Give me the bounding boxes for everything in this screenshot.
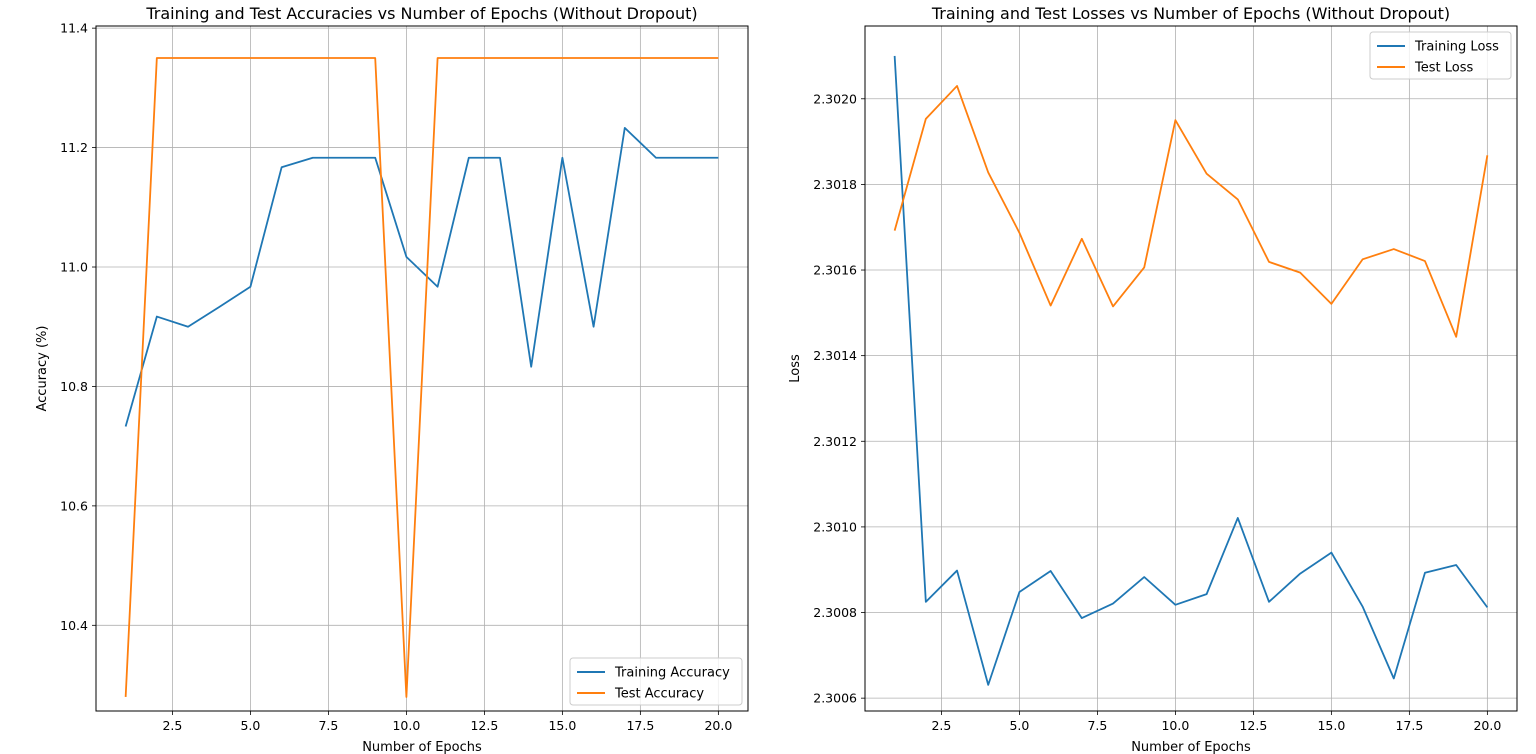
accuracy-y-tick-label: 11.2 — [60, 140, 88, 155]
loss-x-tick-label: 2.5 — [931, 718, 951, 733]
accuracy-x-tick-label: 7.5 — [318, 718, 338, 733]
accuracy-y-tick-label: 11.0 — [60, 260, 88, 275]
loss-x-tick-label: 17.5 — [1395, 718, 1423, 733]
accuracy-x-tick-label: 20.0 — [704, 718, 732, 733]
accuracy-chart: 2.5 5.0 7.5 10.0 12.5 15.0 17.5 20.0 10.4 10.6 10.… — [35, 4, 749, 754]
loss-y-tick-label: 2.3018 — [813, 177, 857, 192]
accuracy-y-tick-label: 10.6 — [60, 498, 88, 513]
loss-series-line-test — [893, 85, 1489, 338]
accuracy-y-axis-label: Accuracy (%) — [35, 326, 50, 412]
accuracy-plot-frame — [95, 25, 749, 712]
loss-legend-label-test: Test Loss — [1414, 61, 1473, 76]
loss-y-tick-label: 2.3020 — [813, 91, 857, 106]
accuracy-legend-box — [569, 657, 743, 706]
loss-y-tick-label: 2.3008 — [813, 605, 857, 620]
accuracy-x-tick-label: 15.0 — [548, 718, 576, 733]
loss-y-tick-label: 2.3010 — [813, 519, 857, 534]
loss-legend: Training Loss Test Loss — [1369, 31, 1512, 80]
accuracy-series-line-training — [124, 126, 719, 427]
accuracy-y-tick-label: 11.4 — [60, 21, 88, 36]
accuracy-y-tick-label: 10.8 — [60, 379, 88, 394]
loss-x-tick-label: 15.0 — [1317, 718, 1345, 733]
accuracy-x-tick-label: 5.0 — [240, 718, 260, 733]
accuracy-grid — [96, 26, 748, 711]
loss-x-tick-label: 20.0 — [1473, 718, 1501, 733]
accuracy-ticks: 2.5 5.0 7.5 10.0 12.5 15.0 17.5 20.0 10.4 10.6 10.… — [60, 21, 732, 733]
accuracy-x-tick-label: 10.0 — [392, 718, 420, 733]
accuracy-x-tick-label: 2.5 — [162, 718, 182, 733]
accuracy-lines — [124, 57, 719, 698]
loss-chart-title: Training and Test Losses vs Number of Ep… — [931, 4, 1450, 23]
loss-lines — [893, 55, 1489, 686]
accuracy-series-line-test — [124, 57, 719, 698]
loss-series-line-training — [893, 55, 1489, 686]
loss-x-tick-label: 12.5 — [1239, 718, 1267, 733]
accuracy-legend-label-test: Test Accuracy — [614, 687, 704, 702]
accuracy-legend: Training Accuracy Test Accuracy — [569, 657, 743, 706]
loss-y-tick-label: 2.3012 — [813, 434, 857, 449]
loss-x-tick-label: 10.0 — [1161, 718, 1189, 733]
loss-x-tick-label: 5.0 — [1009, 718, 1029, 733]
loss-chart: 2.5 5.0 7.5 10.0 12.5 15.0 17.5 20.0 2.3006 2.300… — [788, 4, 1518, 754]
loss-x-tick-label: 7.5 — [1087, 718, 1107, 733]
accuracy-x-axis-label: Number of Epochs — [362, 740, 482, 754]
accuracy-legend-label-training: Training Accuracy — [614, 666, 730, 681]
accuracy-x-tick-label: 17.5 — [626, 718, 654, 733]
loss-y-tick-label: 2.3006 — [813, 691, 857, 706]
accuracy-x-tick-label: 12.5 — [470, 718, 498, 733]
loss-legend-box — [1369, 31, 1512, 80]
loss-y-tick-label: 2.3014 — [813, 348, 857, 363]
loss-legend-label-training: Training Loss — [1414, 40, 1499, 55]
loss-ticks: 2.5 5.0 7.5 10.0 12.5 15.0 17.5 20.0 2.3006 2.300… — [813, 91, 1501, 733]
loss-x-axis-label: Number of Epochs — [1131, 740, 1251, 754]
accuracy-chart-title: Training and Test Accuracies vs Number o… — [145, 4, 697, 23]
loss-y-axis-label: Loss — [788, 354, 803, 383]
loss-plot-frame — [864, 25, 1518, 712]
accuracy-y-tick-label: 10.4 — [60, 618, 88, 633]
loss-grid — [865, 26, 1517, 711]
loss-y-tick-label: 2.3016 — [813, 263, 857, 278]
